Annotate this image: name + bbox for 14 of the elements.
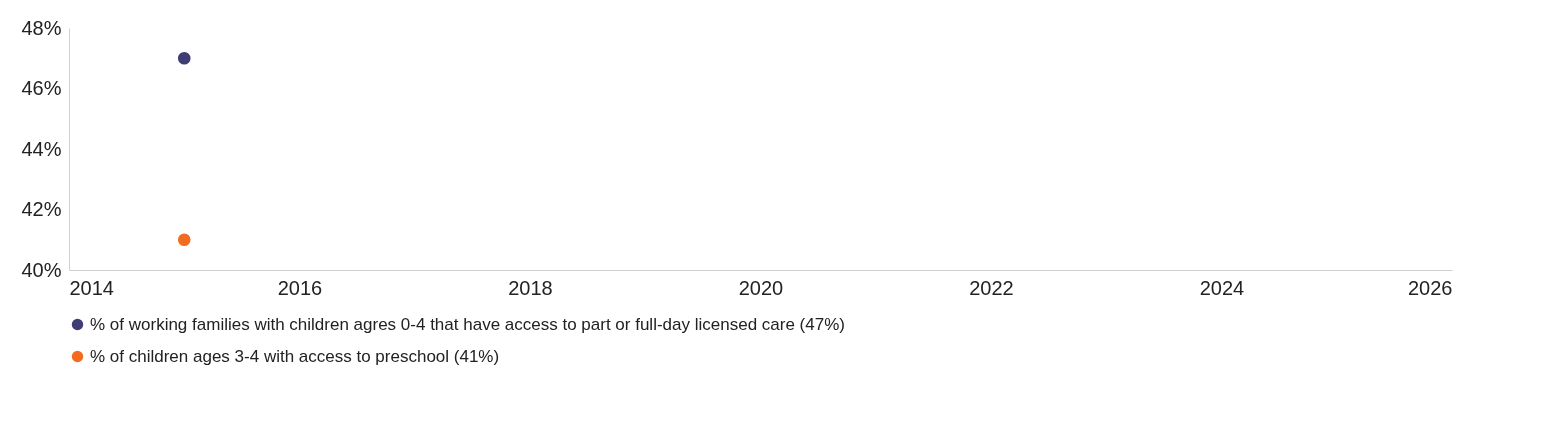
- x-tick-label: 2020: [738, 276, 784, 299]
- x-tick-label: 2018: [508, 276, 553, 299]
- x-tick-label: 2024: [1199, 276, 1245, 299]
- legend-label: % of working families with children agres 0-4 that have access to part or full-day licensed care (47%): [90, 314, 845, 334]
- y-tick-label: 40%: [21, 258, 62, 281]
- y-tick-label: 42%: [21, 198, 62, 220]
- y-tick-label: 48%: [21, 16, 62, 39]
- legend-label: % of children ages 3-4 with access to preschool (41%): [90, 346, 500, 366]
- x-tick-label: 2026: [1408, 276, 1453, 299]
- x-tick-label: 2016: [277, 276, 323, 299]
- x-tick-label: 2014: [69, 276, 114, 299]
- y-tick-label: 46%: [21, 77, 62, 99]
- y-tick-label: 44%: [21, 137, 62, 160]
- x-tick-label: 2022: [969, 276, 1014, 299]
